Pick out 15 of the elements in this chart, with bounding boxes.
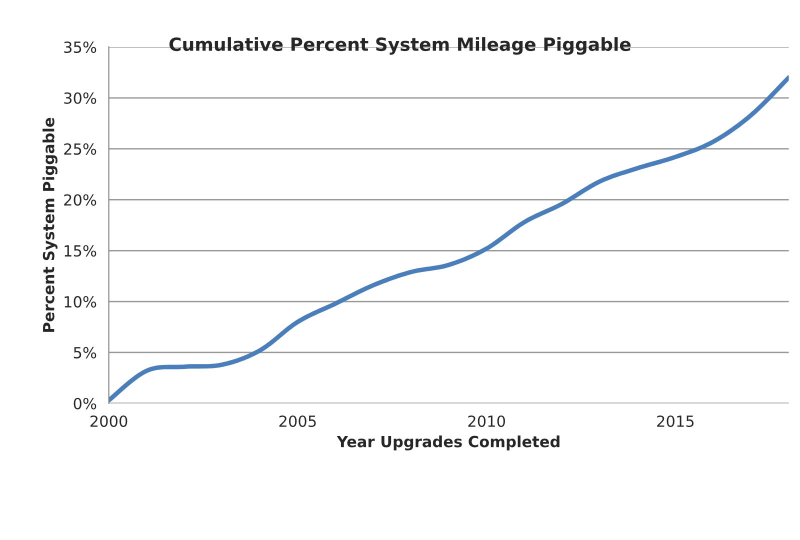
x-tick-label: 2000 [90,415,128,428]
y-tick-label: 0% [74,398,96,410]
x-tick-label: 2005 [279,415,316,428]
x-tick-label: 2015 [657,415,694,428]
x-axis-title: Year Upgrades Completed [336,436,560,450]
y-tick-label: 5% [74,346,96,358]
chart-title: Cumulative Percent System Mileage Piggable [169,37,631,55]
y-tick-label: 35% [64,41,96,53]
y-tick-label: 30% [64,92,96,104]
y-tick-label: 10% [64,296,96,308]
y-axis-title: Percent System Piggable [42,118,58,332]
y-tick-label: 25% [64,143,96,155]
y-tick-label: 20% [64,194,96,206]
x-tick-label: 2010 [468,415,506,428]
y-tick-label: 15% [64,245,96,257]
